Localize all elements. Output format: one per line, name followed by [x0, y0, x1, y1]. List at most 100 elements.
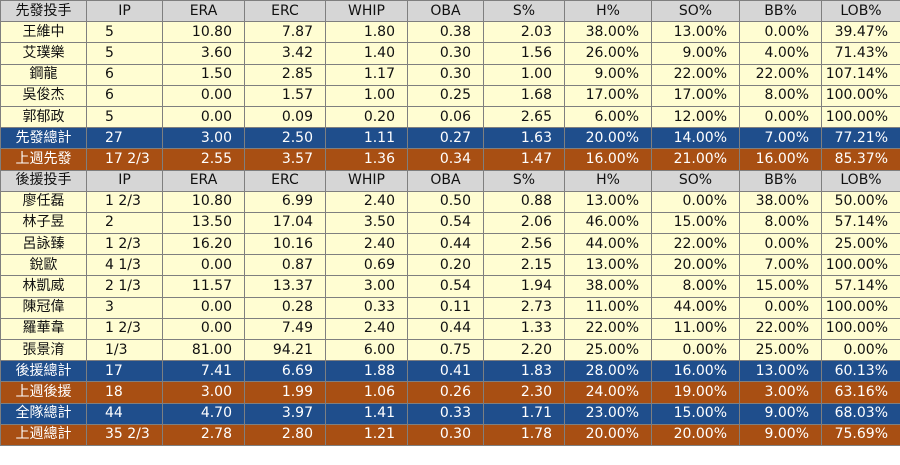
stat-cell: 17 2/3 — [86, 148, 163, 171]
stat-cell: 0.20 — [325, 105, 408, 129]
stat-cell: 38.00% — [564, 275, 652, 298]
column-header-cell: IP — [86, 169, 163, 192]
stat-cell: 9.00% — [651, 42, 740, 65]
stat-cell: 44.00% — [564, 233, 652, 256]
stat-cell: 44.00% — [651, 296, 740, 319]
stat-cell: 17.00% — [564, 84, 652, 107]
starters-total-row: 先發總計 27 3.00 2.50 1.11 0.27 1.63 20.00% 14.00% 7.… — [0, 127, 900, 150]
pitcher-name-cell: 林子昱 — [0, 211, 87, 235]
stat-cell: 50.00% — [821, 190, 900, 213]
stat-cell: 20.00% — [564, 423, 652, 446]
stat-cell: 1.41 — [325, 402, 408, 425]
stat-cell: 1/3 — [86, 338, 163, 362]
stat-cell: 9.00% — [564, 63, 652, 86]
table-row: 銳歐 4 1/3 0.00 0.87 0.69 0.20 2.15 13.00% 20.00% 7… — [0, 254, 900, 277]
pitcher-name-cell: 鋼龍 — [0, 63, 87, 86]
stat-cell: 0.26 — [407, 381, 484, 404]
stat-cell: 44 — [86, 402, 163, 425]
stat-cell: 1.11 — [325, 127, 408, 150]
stat-cell: 77.21% — [821, 127, 900, 150]
stat-cell: 6 — [86, 63, 163, 86]
stat-cell: 25.00% — [821, 233, 900, 256]
stat-cell: 20.00% — [564, 127, 652, 150]
stat-cell: 27 — [86, 127, 163, 150]
pitcher-name-cell: 銳歐 — [0, 254, 87, 277]
stat-cell: 7.49 — [244, 317, 326, 341]
stat-cell: 100.00% — [821, 84, 900, 107]
stat-cell: 0.28 — [244, 296, 326, 319]
column-header-cell: S% — [483, 169, 565, 192]
stat-cell: 3.42 — [244, 42, 326, 65]
stat-cell: 2.50 — [244, 127, 326, 150]
stat-cell: 21.00% — [651, 148, 740, 171]
stat-cell: 68.03% — [821, 402, 900, 425]
stat-cell: 10.80 — [162, 21, 245, 44]
table-row: 郭郁政 5 0.00 0.09 0.20 0.06 2.65 6.00% 12.00% 0.00%… — [0, 105, 900, 129]
stat-cell: 16.00% — [739, 148, 822, 171]
stat-cell: 16.20 — [162, 233, 245, 256]
stat-cell: 2 — [86, 211, 163, 235]
stat-cell: 3.57 — [244, 148, 326, 171]
column-header-cell: WHIP — [325, 0, 408, 23]
table-row: 張景淯 1/3 81.00 94.21 6.00 0.75 2.20 25.00% 0.00% 2… — [0, 338, 900, 362]
pitcher-name-cell: 羅華韋 — [0, 317, 87, 341]
stat-cell: 18 — [86, 381, 163, 404]
column-header-cell: LOB% — [821, 169, 900, 192]
starters-last-week-row: 上週先發 17 2/3 2.55 3.57 1.36 0.34 1.47 16.00% 21.0… — [0, 148, 900, 171]
stat-cell: 2.55 — [162, 148, 245, 171]
stat-cell: 0.30 — [407, 42, 484, 65]
stat-cell: 1.94 — [483, 275, 565, 298]
team-last-week-row: 上週總計 35 2/3 2.78 2.80 1.21 0.30 1.78 20.00% 20.0… — [0, 423, 900, 446]
column-header-cell: OBA — [407, 0, 484, 23]
stat-cell: 2.40 — [325, 190, 408, 213]
relievers-total-row: 後援總計 17 7.41 6.69 1.88 0.41 1.83 28.00% 16.00% 13… — [0, 360, 900, 383]
stat-cell: 22.00% — [564, 317, 652, 341]
pitcher-name-cell: 艾璞樂 — [0, 42, 87, 65]
stat-cell: 2.30 — [483, 381, 565, 404]
stat-cell: 0.44 — [407, 233, 484, 256]
pitching-stats-table: 先發投手 IP ERA ERC WHIP OBA S% H% SO% BB% LOB% 王維中 5 10.… — [0, 0, 900, 446]
stat-cell: 24.00% — [564, 381, 652, 404]
stat-cell: 39.47% — [821, 21, 900, 44]
pitcher-name-cell: 上週總計 — [0, 423, 87, 446]
stat-cell: 1.71 — [483, 402, 565, 425]
stat-cell: 85.37% — [821, 148, 900, 171]
stat-cell: 3 — [86, 296, 163, 319]
column-header-cell: OBA — [407, 169, 484, 192]
stat-cell: 2.06 — [483, 211, 565, 235]
stat-cell: 2.20 — [483, 338, 565, 362]
pitcher-name-cell: 林凱威 — [0, 275, 87, 298]
column-header-cell: ERC — [244, 0, 326, 23]
stat-cell: 5 — [86, 42, 163, 65]
table-row: 艾璞樂 5 3.60 3.42 1.40 0.30 1.56 26.00% 9.00% 4.00%… — [0, 42, 900, 65]
stat-cell: 1.00 — [483, 63, 565, 86]
table-row: 林凱威 2 1/3 11.57 13.37 3.00 0.54 1.94 38.00% 8.00… — [0, 275, 900, 298]
stat-cell: 0.69 — [325, 254, 408, 277]
stat-cell: 4.00% — [739, 42, 822, 65]
stat-cell: 8.00% — [651, 275, 740, 298]
stat-cell: 0.00% — [651, 190, 740, 213]
stat-cell: 23.00% — [564, 402, 652, 425]
stat-cell: 57.14% — [821, 275, 900, 298]
stat-cell: 1 2/3 — [86, 190, 163, 213]
pitcher-name-cell: 呂詠臻 — [0, 233, 87, 256]
stat-cell: 20.00% — [651, 254, 740, 277]
stat-cell: 14.00% — [651, 127, 740, 150]
stat-cell: 8.00% — [739, 84, 822, 107]
stat-cell: 1.57 — [244, 84, 326, 107]
stat-cell: 17.00% — [651, 84, 740, 107]
pitcher-name-cell: 全隊總計 — [0, 402, 87, 425]
stat-cell: 0.54 — [407, 211, 484, 235]
stat-cell: 0.09 — [244, 105, 326, 129]
stat-cell: 13.00% — [739, 360, 822, 383]
stat-cell: 1.68 — [483, 84, 565, 107]
stat-cell: 2.56 — [483, 233, 565, 256]
stat-cell: 38.00% — [739, 190, 822, 213]
stat-cell: 63.16% — [821, 381, 900, 404]
pitcher-name-cell: 吳俊杰 — [0, 84, 87, 107]
stat-cell: 15.00% — [651, 211, 740, 235]
stat-cell: 13.50 — [162, 211, 245, 235]
stat-cell: 3.00% — [739, 381, 822, 404]
stat-cell: 81.00 — [162, 338, 245, 362]
stat-cell: 0.30 — [407, 63, 484, 86]
